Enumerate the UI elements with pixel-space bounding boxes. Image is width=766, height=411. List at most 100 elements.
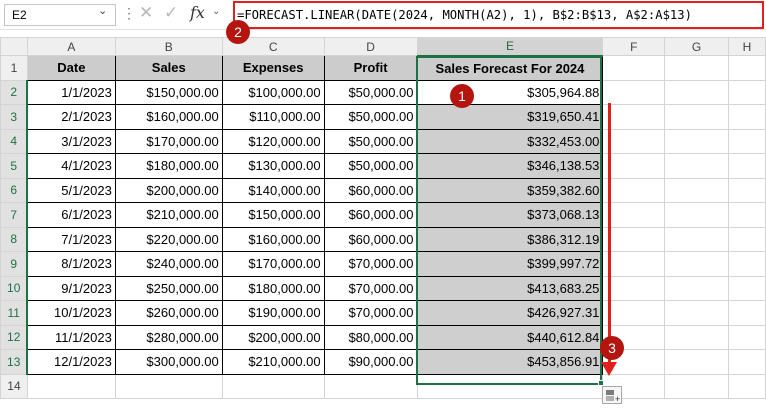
sales-cell[interactable]: $260,000.00 xyxy=(114,300,223,326)
date-cell[interactable]: 12/1/2023 xyxy=(26,349,116,375)
date-cell[interactable]: 1/1/2023 xyxy=(26,79,116,105)
header-sales[interactable]: Sales xyxy=(114,55,223,81)
empty-cell[interactable] xyxy=(664,373,729,399)
empty-cell[interactable] xyxy=(728,202,766,228)
empty-cell[interactable] xyxy=(602,202,666,228)
row-header[interactable]: 3 xyxy=(0,104,29,130)
profit-cell[interactable]: $80,000.00 xyxy=(323,324,418,350)
empty-cell[interactable] xyxy=(221,373,325,399)
empty-cell[interactable] xyxy=(664,275,729,301)
empty-cell[interactable] xyxy=(602,55,666,81)
empty-cell[interactable] xyxy=(602,275,666,301)
profit-cell[interactable]: $60,000.00 xyxy=(323,177,418,203)
empty-cell[interactable] xyxy=(602,251,666,277)
row-header[interactable]: 6 xyxy=(0,177,29,203)
row-header[interactable]: 7 xyxy=(0,202,29,228)
column-header-f[interactable]: F xyxy=(602,37,666,56)
sales-cell[interactable]: $210,000.00 xyxy=(114,202,223,228)
forecast-cell[interactable]: $440,612.84 xyxy=(416,324,604,350)
empty-cell[interactable] xyxy=(728,128,766,154)
sales-cell[interactable]: $250,000.00 xyxy=(114,275,223,301)
column-header-g[interactable]: G xyxy=(664,37,729,56)
date-cell[interactable]: 9/1/2023 xyxy=(26,275,116,301)
empty-cell[interactable] xyxy=(323,373,418,399)
column-header-h[interactable]: H xyxy=(728,37,766,56)
sales-cell[interactable]: $300,000.00 xyxy=(114,349,223,375)
profit-cell[interactable]: $60,000.00 xyxy=(323,202,418,228)
forecast-cell[interactable]: $332,453.00 xyxy=(416,128,604,154)
empty-cell[interactable] xyxy=(728,373,766,399)
date-cell[interactable]: 6/1/2023 xyxy=(26,202,116,228)
profit-cell[interactable]: $50,000.00 xyxy=(323,104,418,130)
expenses-cell[interactable]: $170,000.00 xyxy=(221,251,325,277)
profit-cell[interactable]: $70,000.00 xyxy=(323,275,418,301)
enter-checkmark-icon[interactable]: ✓ xyxy=(164,3,179,22)
date-cell[interactable]: 5/1/2023 xyxy=(26,177,116,203)
expenses-cell[interactable]: $130,000.00 xyxy=(221,153,325,179)
forecast-cell[interactable]: $373,068.13 xyxy=(416,202,604,228)
column-header-e[interactable]: E xyxy=(416,37,604,57)
empty-cell[interactable] xyxy=(728,79,766,105)
empty-cell[interactable] xyxy=(416,373,604,399)
empty-cell[interactable] xyxy=(728,153,766,179)
profit-cell[interactable]: $90,000.00 xyxy=(323,349,418,375)
row-header[interactable]: 12 xyxy=(0,324,29,350)
row-header[interactable]: 13 xyxy=(0,349,29,375)
row-header[interactable]: 9 xyxy=(0,251,29,277)
profit-cell[interactable]: $50,000.00 xyxy=(323,153,418,179)
date-cell[interactable]: 2/1/2023 xyxy=(26,104,116,130)
empty-cell[interactable] xyxy=(602,300,666,326)
expenses-cell[interactable]: $140,000.00 xyxy=(221,177,325,203)
cancel-icon[interactable]: ✕ xyxy=(139,3,154,22)
empty-cell[interactable] xyxy=(602,153,666,179)
empty-cell[interactable] xyxy=(728,300,766,326)
forecast-cell[interactable]: $346,138.53 xyxy=(416,153,604,179)
empty-cell[interactable] xyxy=(664,128,729,154)
expenses-cell[interactable]: $100,000.00 xyxy=(221,79,325,105)
row-header[interactable]: 10 xyxy=(0,275,29,301)
date-cell[interactable]: 4/1/2023 xyxy=(26,153,116,179)
forecast-cell[interactable]: $305,964.88 xyxy=(416,79,604,105)
sales-cell[interactable]: $170,000.00 xyxy=(114,128,223,154)
empty-cell[interactable] xyxy=(664,300,729,326)
select-all-corner[interactable] xyxy=(0,37,28,56)
empty-cell[interactable] xyxy=(728,104,766,130)
column-header-a[interactable]: A xyxy=(26,37,116,56)
sales-cell[interactable]: $280,000.00 xyxy=(114,324,223,350)
forecast-cell[interactable]: $453,856.91 xyxy=(416,349,604,375)
empty-cell[interactable] xyxy=(602,79,666,105)
empty-cell[interactable] xyxy=(602,128,666,154)
empty-cell[interactable] xyxy=(26,373,116,399)
row-header[interactable]: 8 xyxy=(0,226,29,252)
empty-cell[interactable] xyxy=(728,324,766,350)
expenses-cell[interactable]: $180,000.00 xyxy=(221,275,325,301)
name-box[interactable]: E2 xyxy=(4,4,116,26)
empty-cell[interactable] xyxy=(728,226,766,252)
empty-cell[interactable] xyxy=(664,79,729,105)
empty-cell[interactable] xyxy=(664,55,729,81)
column-header-d[interactable]: D xyxy=(323,37,418,56)
date-cell[interactable]: 10/1/2023 xyxy=(26,300,116,326)
column-header-c[interactable]: C xyxy=(221,37,325,56)
header-date[interactable]: Date xyxy=(26,55,116,81)
forecast-cell[interactable]: $426,927.31 xyxy=(416,300,604,326)
empty-cell[interactable] xyxy=(602,177,666,203)
profit-cell[interactable]: $50,000.00 xyxy=(323,79,418,105)
date-cell[interactable]: 3/1/2023 xyxy=(26,128,116,154)
expenses-cell[interactable]: $120,000.00 xyxy=(221,128,325,154)
row-header[interactable]: 2 xyxy=(0,79,29,105)
profit-cell[interactable]: $70,000.00 xyxy=(323,251,418,277)
expenses-cell[interactable]: $190,000.00 xyxy=(221,300,325,326)
date-cell[interactable]: 8/1/2023 xyxy=(26,251,116,277)
header-profit[interactable]: Profit xyxy=(323,55,418,81)
row-header[interactable]: 11 xyxy=(0,300,29,326)
sales-cell[interactable]: $150,000.00 xyxy=(114,79,223,105)
forecast-cell[interactable]: $399,997.72 xyxy=(416,251,604,277)
empty-cell[interactable] xyxy=(664,153,729,179)
column-header-b[interactable]: B xyxy=(114,37,223,56)
header-sales-forecast[interactable]: Sales Forecast For 2024 xyxy=(416,55,604,81)
expenses-cell[interactable]: $110,000.00 xyxy=(221,104,325,130)
empty-cell[interactable] xyxy=(728,349,766,375)
empty-cell[interactable] xyxy=(728,275,766,301)
empty-cell[interactable] xyxy=(602,104,666,130)
